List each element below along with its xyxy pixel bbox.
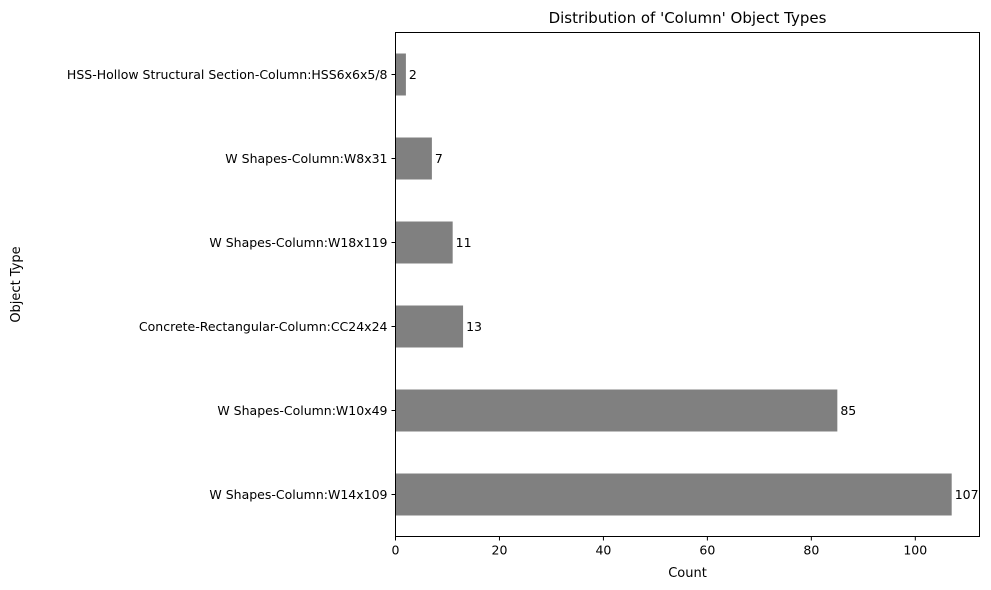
data-label: 13 [466,319,482,334]
bar [395,473,952,516]
bar [395,53,406,96]
bar [395,221,453,264]
data-label: 7 [435,151,443,166]
x-tick-label: 60 [699,543,715,558]
chart-title: Distribution of 'Column' Object Types [549,9,827,27]
y-axis-title: Object Type [9,246,24,322]
y-tick-label: HSS-Hollow Structural Section-Column:HSS… [67,67,388,82]
data-label: 11 [456,235,472,250]
x-tick-label: 100 [903,543,927,558]
y-tick-label: Concrete-Rectangular-Column:CC24x24 [139,319,388,334]
data-label: 2 [409,67,417,82]
bar [395,389,838,432]
plot-frame [395,32,980,537]
data-label: 85 [840,403,856,418]
x-tick-label: 40 [595,543,611,558]
plot-area: 107 W Shapes-Column:W14x109 85 W Shapes-Col… [67,53,979,558]
x-tick-label: 80 [803,543,819,558]
y-tick-label: W Shapes-Column:W10x49 [217,403,387,418]
x-axis-title: Count [668,566,707,581]
data-label: 107 [955,487,979,502]
x-tick-label: 0 [392,543,400,558]
y-tick-label: W Shapes-Column:W18x119 [209,235,387,250]
bar [395,137,432,180]
x-tick-label: 20 [492,543,508,558]
y-tick-label: W Shapes-Column:W14x109 [209,487,387,502]
bar [395,305,464,348]
y-tick-label: W Shapes-Column:W8x31 [225,151,387,166]
